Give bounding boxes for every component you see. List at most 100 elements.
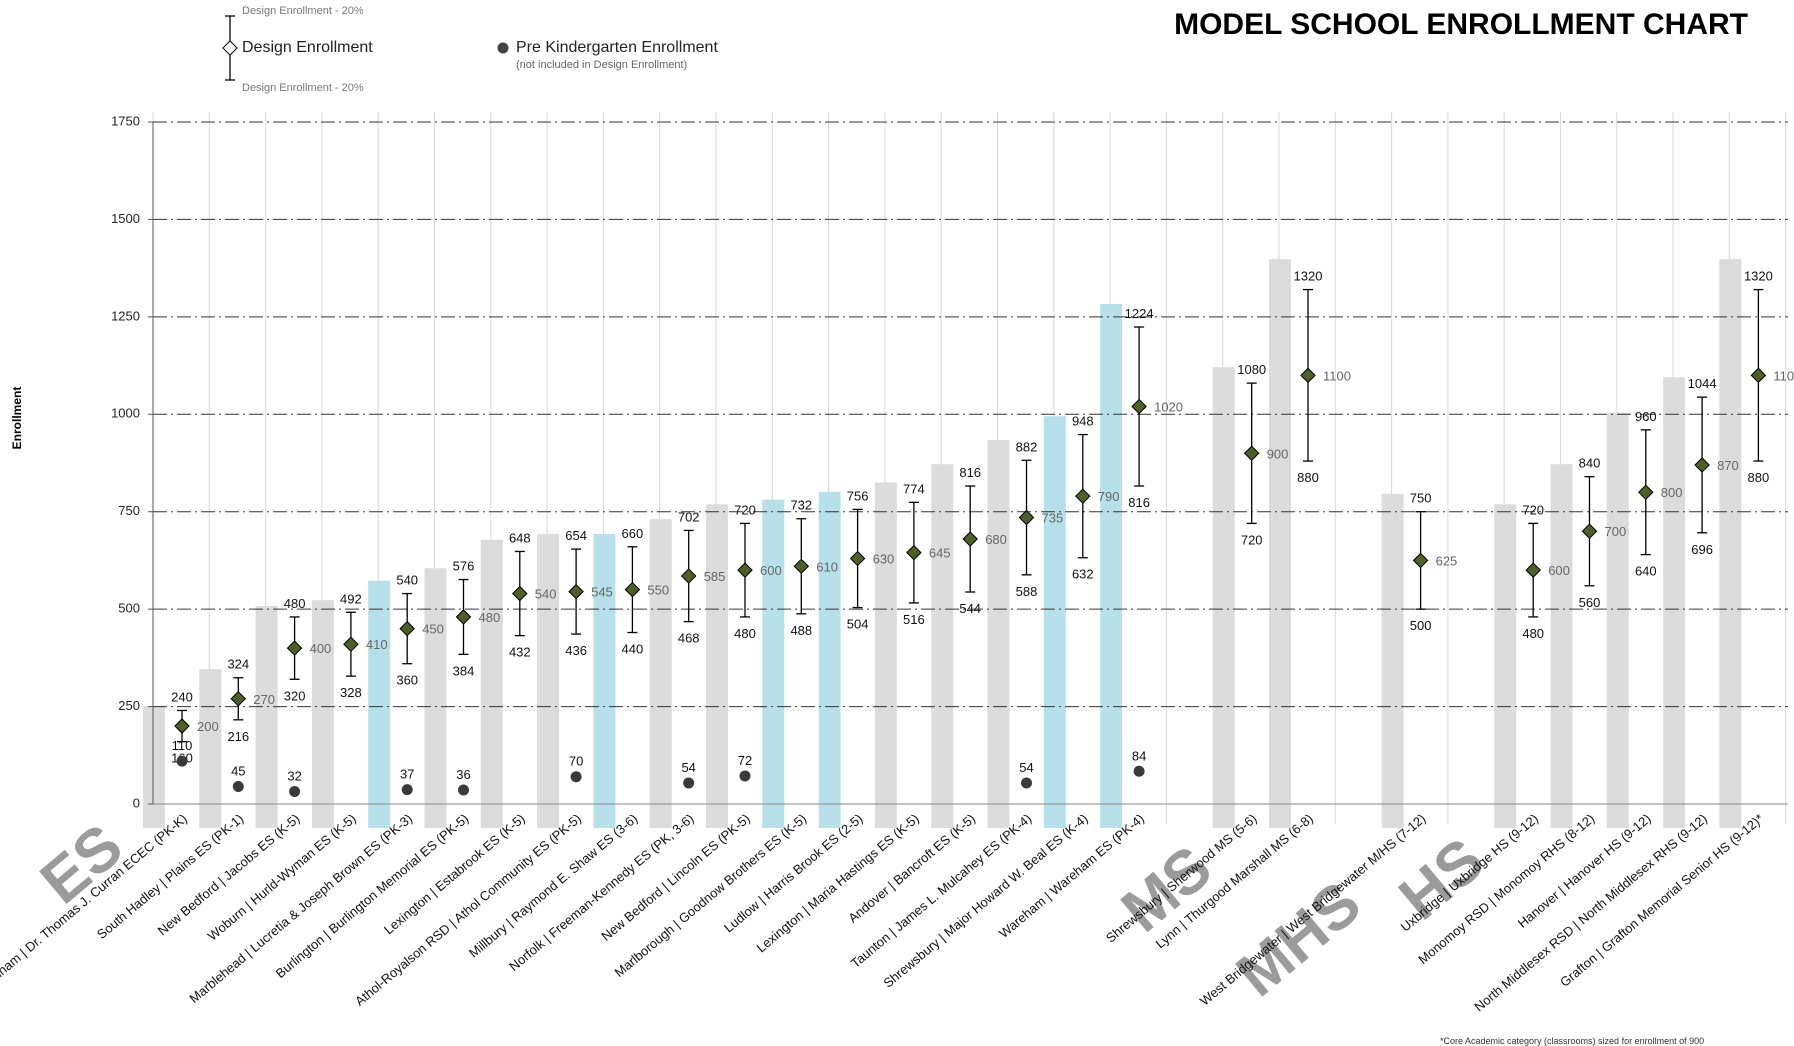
capacity-bar (199, 669, 222, 828)
prek-label: 32 (287, 769, 301, 784)
capacity-bar (874, 482, 897, 828)
capacity-bar (537, 533, 560, 828)
prek-dot (289, 786, 301, 798)
capacity-bar (931, 464, 954, 828)
x-tick-label: Grafton | Grafton Memorial Senior HS (9-… (1557, 811, 1766, 990)
prek-label: 37 (400, 767, 414, 782)
prek-dot (232, 780, 244, 792)
upper-label: 774 (903, 481, 925, 496)
upper-label: 1044 (1688, 376, 1717, 391)
lower-label: 488 (790, 623, 812, 638)
design-diamond (1525, 562, 1541, 578)
prek-dot (1133, 765, 1145, 777)
design-diamond (174, 718, 190, 734)
legend: Design Enrollment - 20% Design Enrollmen… (222, 5, 718, 94)
upper-label: 960 (1635, 409, 1657, 424)
design-diamond (455, 609, 472, 625)
design-label: 410 (366, 637, 388, 652)
design-label: 600 (760, 563, 782, 578)
upper-label: 540 (396, 573, 418, 588)
upper-label: 492 (340, 591, 362, 606)
upper-label: 324 (227, 657, 249, 672)
design-label: 1020 (1154, 399, 1183, 414)
lower-label: 880 (1297, 470, 1319, 485)
prek-dot (458, 784, 469, 796)
capacity-bar (649, 519, 672, 828)
y-tick-label: 1000 (111, 406, 140, 421)
upper-label: 660 (622, 526, 644, 541)
y-tick-label: 250 (118, 698, 140, 713)
capacity-bar (1381, 493, 1404, 828)
lower-label: 328 (340, 685, 362, 700)
design-diamond (568, 583, 584, 600)
upper-label: 756 (847, 488, 869, 503)
lower-label: 468 (678, 631, 700, 646)
lower-label: 880 (1748, 470, 1770, 485)
prek-dot (401, 784, 413, 796)
capacity-bar (368, 580, 391, 828)
capacity-bar (1494, 504, 1517, 828)
plot-background (143, 112, 1787, 828)
design-label: 550 (647, 583, 669, 598)
prek-dot (683, 777, 695, 789)
prek-label: 54 (1019, 760, 1033, 775)
y-axis-label: Enrollment (10, 387, 24, 450)
design-diamond (849, 550, 866, 567)
capacity-bar (1719, 259, 1742, 828)
x-tick-label: Burlington | Burlington Memorial ES (PK-… (273, 811, 472, 981)
prek-label: 45 (231, 763, 245, 778)
upper-label: 1320 (1744, 269, 1773, 284)
lower-label: 320 (284, 688, 306, 703)
upper-label: 720 (734, 502, 756, 517)
capacity-bar (706, 504, 728, 828)
design-label: 540 (535, 587, 557, 602)
design-label: 625 (1436, 553, 1458, 568)
design-diamond (962, 531, 978, 547)
design-diamond (680, 568, 697, 584)
upper-label: 1080 (1237, 362, 1266, 377)
y-tick-label: 500 (118, 601, 140, 616)
capacity-bar (1212, 367, 1235, 828)
design-diamond (624, 581, 641, 598)
lower-label: 588 (1016, 584, 1038, 599)
upper-label: 882 (1016, 439, 1038, 454)
lower-label: 632 (1072, 567, 1094, 582)
capacity-bar (1100, 303, 1123, 828)
design-diamond (1694, 457, 1710, 473)
lower-label: 516 (903, 612, 925, 627)
prek-dot (570, 771, 582, 783)
upper-label: 480 (284, 596, 306, 611)
lower-label: 384 (453, 663, 475, 678)
capacity-bar (1550, 464, 1573, 828)
prek-dot (176, 755, 188, 767)
capacity-bar (424, 568, 447, 828)
section-label: MHS (1224, 869, 1374, 1010)
upper-label: 240 (171, 689, 193, 704)
design-diamond (512, 585, 528, 602)
upper-label: 840 (1579, 456, 1601, 471)
design-label: 450 (422, 622, 444, 637)
prek-label: 70 (569, 754, 583, 769)
legend-label: Design Enrollment (242, 39, 373, 56)
lower-label: 500 (1410, 618, 1432, 633)
design-diamond (1018, 509, 1035, 526)
design-label: 200 (197, 719, 219, 734)
design-label: 870 (1717, 458, 1739, 473)
legend-diamond (222, 40, 238, 56)
design-label: 270 (253, 692, 275, 707)
design-diamond (399, 620, 415, 637)
upper-label: 576 (453, 559, 475, 574)
prek-dot (1021, 777, 1032, 789)
prek-label: 110 (172, 738, 193, 753)
legend-upper-label: Design Enrollment - 20% (242, 5, 364, 17)
capacity-bar (1663, 377, 1686, 828)
lower-label: 816 (1128, 495, 1150, 510)
legend-label: Pre Kindergarten Enrollment (516, 39, 718, 56)
upper-label: 816 (959, 465, 981, 480)
design-label: 790 (1098, 489, 1120, 504)
design-label: 680 (985, 532, 1007, 547)
design-label: 800 (1661, 485, 1683, 500)
lower-label: 432 (509, 645, 531, 660)
design-label: 900 (1267, 446, 1289, 461)
